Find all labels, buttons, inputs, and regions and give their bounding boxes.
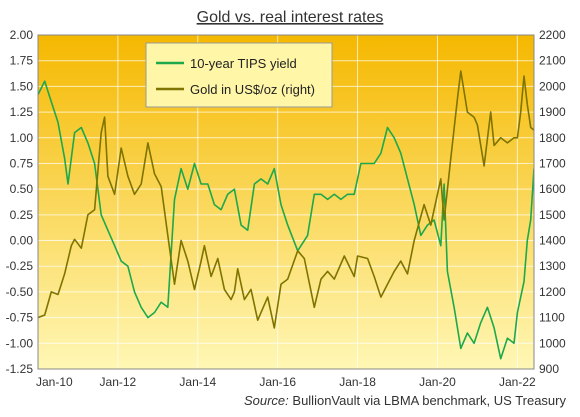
x-tick-label: Jan-12 xyxy=(100,375,137,389)
y-left-tick-label: 0.25 xyxy=(10,208,34,222)
y-right-tick-label: 2000 xyxy=(539,79,566,93)
y-right-tick-label: 1500 xyxy=(539,208,566,222)
y-left-tick-label: 0.00 xyxy=(10,234,34,248)
y-left-tick-label: 0.75 xyxy=(10,156,34,170)
y-right-tick-label: 1600 xyxy=(539,182,566,196)
axis-layer: 2.00 1.75 1.50 1.25 1.00 0.75 0.50 0.25 0.00 -0.2… xyxy=(6,28,566,389)
y-left-tick-label: -0.75 xyxy=(6,311,34,325)
legend-label-tips: 10-year TIPS yield xyxy=(190,56,297,71)
y-right-tick-label: 1000 xyxy=(539,336,566,350)
y-left-tick-label: 2.00 xyxy=(10,28,34,42)
series-line-gold-price xyxy=(38,70,534,329)
y-left-tick-label: 1.75 xyxy=(10,54,34,68)
series-layer xyxy=(38,70,534,360)
chart-title: Gold vs. real interest rates xyxy=(197,9,384,26)
y-right-tick-label: 1700 xyxy=(539,156,566,170)
y-left-tick-label: 1.25 xyxy=(10,105,34,119)
x-tick-label: Jan-16 xyxy=(259,375,296,389)
source-note: Source: BullionVault via LBMA benchmark,… xyxy=(244,393,566,408)
y-right-tick-label: 900 xyxy=(539,362,559,376)
x-tick-label: Jan-20 xyxy=(419,375,456,389)
y-left-tick-label: 1.50 xyxy=(10,79,34,93)
y-right-tick-label: 1100 xyxy=(539,311,565,325)
y-right-tick-label: 1300 xyxy=(539,259,566,273)
y-right-tick-label: 1800 xyxy=(539,131,566,145)
x-tick-label: Jan-14 xyxy=(179,375,216,389)
y-left-tick-label: -0.50 xyxy=(6,285,34,299)
legend: 10-year TIPS yield Gold in US$/oz (right… xyxy=(145,42,333,108)
y-right-tick-label: 1200 xyxy=(539,285,566,299)
y-left-tick-label: 0.50 xyxy=(10,182,34,196)
x-tick-label: Jan-22 xyxy=(499,375,536,389)
y-left-tick-label: 1.00 xyxy=(10,131,34,145)
y-left-tick-label: -1.00 xyxy=(6,336,34,350)
legend-label-gold: Gold in US$/oz (right) xyxy=(190,82,315,97)
source-label: Source: xyxy=(243,393,289,408)
x-tick-label: Jan-10 xyxy=(36,375,73,389)
legend-box xyxy=(145,42,333,108)
y-right-tick-label: 2100 xyxy=(539,54,566,68)
x-tick-label: Jan-18 xyxy=(339,375,376,389)
y-left-tick-label: -0.25 xyxy=(6,259,34,273)
y-right-tick-label: 1900 xyxy=(539,105,566,119)
y-left-tick-label: -1.25 xyxy=(6,362,34,376)
y-right-tick-label: 1400 xyxy=(539,234,566,248)
plot-border xyxy=(37,34,535,370)
y-right-tick-label: 2200 xyxy=(539,28,566,42)
source-text: BullionVault via LBMA benchmark, US Trea… xyxy=(288,393,566,408)
